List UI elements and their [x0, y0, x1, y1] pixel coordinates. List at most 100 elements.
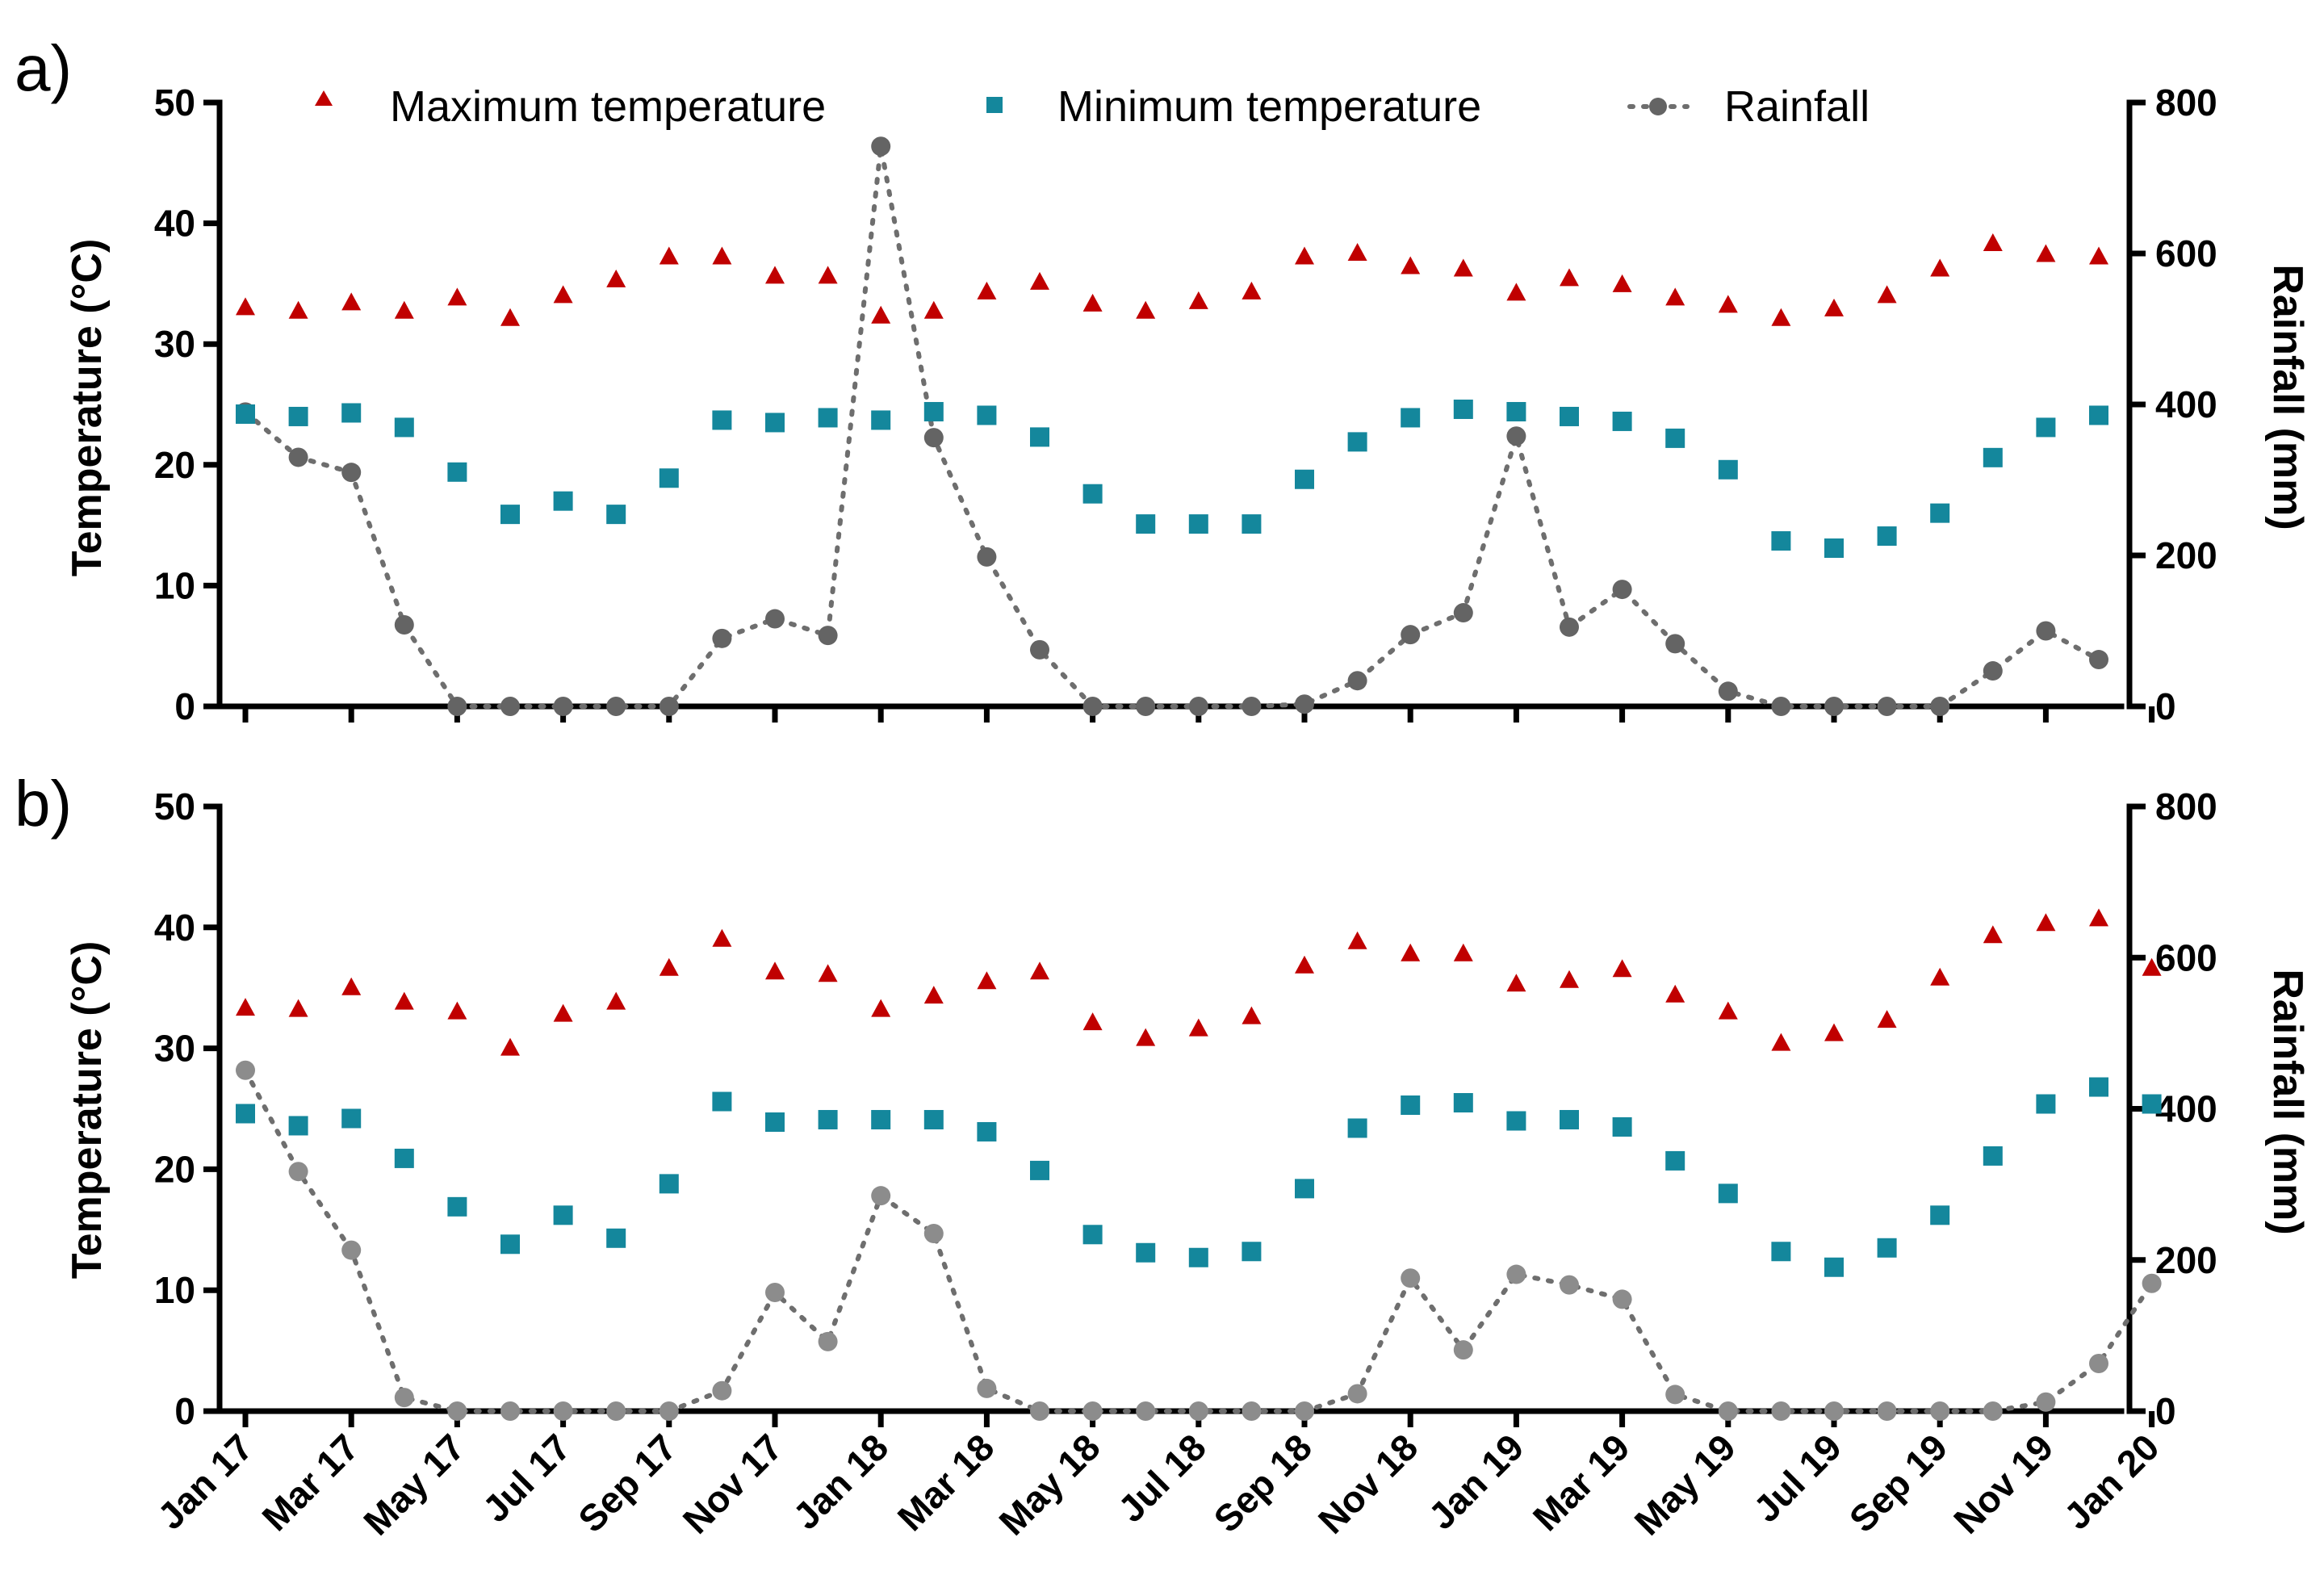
- panel-a-min-temp-point: [1242, 514, 1262, 534]
- panel-b-rainfall-point: [1242, 1401, 1262, 1421]
- panel-a-max-temp-point: [1877, 285, 1897, 304]
- panel-b-max-temp-point: [1242, 1006, 1262, 1024]
- legend-max-label: Maximum temperature: [390, 82, 826, 131]
- panel-a-max-temp-point: [923, 300, 944, 319]
- panel-b-min-temp-point: [1401, 1095, 1421, 1116]
- panel-b-min-temp-point: [1453, 1093, 1473, 1113]
- panel-a-rainfall-point: [659, 697, 679, 716]
- panel-a-min-temp-point: [341, 403, 362, 423]
- panel-a-min-temp-point: [1030, 427, 1049, 447]
- panel-a-max-temp-point: [500, 308, 520, 326]
- panel-a-max-temp-point: [341, 292, 362, 311]
- panel-b-min-temp-point: [1718, 1183, 1738, 1204]
- panel-b-rainfall-line: [243, 1067, 2154, 1414]
- panel-b-rainfall-point: [1930, 1401, 1950, 1421]
- panel-b-max-temp-point: [1453, 943, 1473, 961]
- panel-b-max-temp-point: [553, 1003, 573, 1022]
- panel-b-ytick-left-label: 40: [154, 907, 195, 949]
- panel-b-xtick-label: Nov 19: [1945, 1426, 2061, 1541]
- panel-a-min-temp-point: [1082, 484, 1103, 504]
- panel-b-max-temp-point: [1030, 961, 1049, 980]
- panel-b-max-temp-point: [500, 1037, 520, 1056]
- panel-b-ytick-left-label: 10: [154, 1269, 195, 1311]
- panel-b-min-temp-point: [341, 1108, 362, 1129]
- panel-a-rainfall-point: [606, 697, 626, 716]
- panel-b-max-temp-point: [394, 991, 414, 1010]
- panel-a-max-temp-point: [1295, 246, 1314, 265]
- panel-a-min-temp-point: [606, 505, 626, 525]
- panel-b-rainfall-point: [1718, 1401, 1738, 1421]
- panel-b-min-temp-point: [1877, 1238, 1897, 1258]
- panel-b-min-temp-point: [1560, 1109, 1579, 1129]
- panel-b-max-temp-point: [447, 1001, 467, 1020]
- panel-a-min-temp-point: [1347, 432, 1367, 452]
- panel-a-ytick-right-label: 400: [2155, 383, 2217, 425]
- panel-b-min-temp-point: [1030, 1160, 1049, 1180]
- panel-b-min-temp-point: [1665, 1150, 1685, 1171]
- panel-a-ytick-left-label: 20: [154, 444, 195, 486]
- panel-a-min-temp-point: [1771, 531, 1791, 551]
- panel-b-max-temp-point: [1506, 974, 1526, 992]
- panel-a-max-temp-point: [288, 300, 308, 319]
- panel-label-b: b): [15, 768, 72, 840]
- panel-a-ytick-left-label: 30: [154, 323, 195, 365]
- panel-b-max-temp-point: [1347, 931, 1367, 949]
- panel-a-rainfall-point: [1771, 697, 1791, 716]
- panel-b-max-temp-point: [1877, 1010, 1897, 1028]
- panel-a-min-temp-point: [712, 410, 732, 430]
- panel-b-rainfall-point: [1188, 1401, 1208, 1421]
- panel-a-rainfall-point: [288, 447, 308, 467]
- panel-a-ylabel-right: Rainfall (mm): [2264, 264, 2311, 530]
- panel-b-rainfall-point: [2036, 1392, 2056, 1412]
- panel-a-max-temp-point: [1665, 287, 1685, 306]
- panel-b-ytick-left-label: 30: [154, 1028, 195, 1070]
- panel-b-rainfall-point: [1612, 1289, 1632, 1309]
- panel-a-max-temp-point: [765, 266, 785, 284]
- panel-a-min-temp-point: [2089, 405, 2108, 425]
- panel-a-max-temp-point: [977, 281, 997, 300]
- panel-a-rainfall-point: [1136, 697, 1156, 716]
- panel-b-max-temp-point: [977, 971, 997, 990]
- panel-a-min-temp-point: [1506, 401, 1526, 421]
- panel-b-min-temp-point: [923, 1109, 944, 1129]
- panel-b-rainfall-point: [1082, 1401, 1103, 1421]
- panel-a-max-temp-point: [1030, 271, 1049, 290]
- panel-a-ytick-left-label: 50: [154, 82, 195, 124]
- panel-a-ytick-left-label: 40: [154, 203, 195, 245]
- panel-b-min-temp-point: [1136, 1242, 1156, 1263]
- panel-a-rainfall-point: [1824, 697, 1844, 716]
- panel-b-rainfall-point: [977, 1378, 997, 1398]
- legend-rain-label: Rainfall: [1724, 82, 1870, 131]
- panel-a-rainfall-point: [500, 697, 520, 716]
- panel-b-max-temp-point: [2036, 913, 2056, 932]
- panel-b-max-temp-point: [1983, 925, 2003, 944]
- panel-b-rainfall-point: [1295, 1401, 1314, 1421]
- panel-b-min-temp-point: [2089, 1077, 2108, 1097]
- panel-b-xtick-label: Jul 17: [475, 1426, 579, 1530]
- panel-b-max-temp-point: [923, 986, 944, 1004]
- panel-b-rainfall-point: [2089, 1354, 2108, 1374]
- panel-b-ytick-right-label: 800: [2155, 785, 2217, 827]
- panel-b-min-temp-point: [765, 1112, 785, 1132]
- panel-a-ytick-left-label: 10: [154, 564, 195, 606]
- panel-a-min-temp-point: [500, 505, 520, 525]
- panel-b-rainfall-point: [923, 1223, 944, 1243]
- panel-a-rainfall-point: [1295, 694, 1314, 714]
- panel-a-rainfall-point: [1612, 580, 1632, 600]
- panel-a-max-temp-point: [447, 287, 467, 306]
- panel-b-xtick-label: Jul 19: [1745, 1426, 1849, 1530]
- panel-b-rainfall-point: [1136, 1401, 1156, 1421]
- panel-b: Temperature (°C) Rainfall (mm) 0 10 20 30 40…: [64, 785, 2311, 1544]
- panel-b-max-temp-point: [1771, 1033, 1791, 1051]
- panel-a-max-temp-point: [1612, 274, 1632, 292]
- panel-a-ytick-right-label: 800: [2155, 82, 2217, 124]
- legend-rain-marker: [1649, 98, 1667, 115]
- panel-b-rainfall-point: [1347, 1384, 1367, 1404]
- panel-b-max-temp-point: [1136, 1028, 1156, 1046]
- panel-b-xtick-label: Sep 17: [570, 1426, 685, 1540]
- panel-b-min-temp-point: [818, 1109, 838, 1129]
- panel-a-rainfall-point: [1877, 697, 1897, 716]
- panel-b-max-temp-point: [341, 977, 362, 995]
- panel-a-min-temp-point: [765, 413, 785, 433]
- panel-a-max-temp-point: [1560, 268, 1579, 287]
